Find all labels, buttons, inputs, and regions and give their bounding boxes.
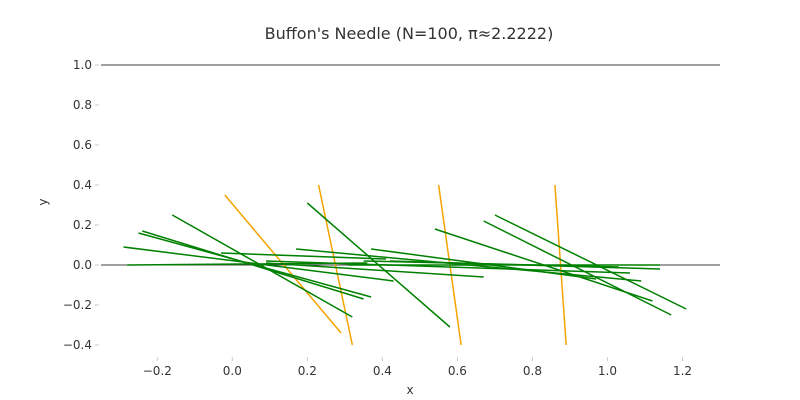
plot-area: [101, 64, 720, 346]
x-tick-label: 0.0: [223, 364, 242, 378]
non-crossing-needle-15: [494, 214, 687, 310]
non-crossing-needle-4: [171, 214, 353, 318]
non-crossing-needle-16: [389, 260, 660, 270]
non-crossing-needle-7: [266, 260, 630, 274]
x-tick-label: 0.2: [298, 364, 317, 378]
y-tick-label: 1.0: [73, 58, 92, 72]
y-tick-label: 0.6: [73, 138, 92, 152]
chart-title: Buffon's Needle (N=100, π≈2.2222): [265, 24, 554, 43]
y-tick-label: 0.4: [73, 178, 92, 192]
x-tick-label: −0.2: [143, 364, 172, 378]
crossing-needle-1: [317, 184, 354, 346]
x-tick-label: 0.6: [448, 364, 467, 378]
x-tick-label: 1.2: [673, 364, 692, 378]
y-tick-label: 0.2: [73, 218, 92, 232]
y-tick-label: −0.2: [63, 298, 92, 312]
y-tick-label: 0.0: [73, 258, 92, 272]
x-axis-label: x: [406, 383, 413, 397]
x-tick-label: 0.8: [523, 364, 542, 378]
non-crossing-needle-2: [142, 230, 364, 300]
non-crossing-needle-14: [483, 220, 672, 316]
non-crossing-needle-6: [266, 262, 484, 278]
y-tick-label: 0.8: [73, 98, 92, 112]
x-tick-label: 0.4: [373, 364, 392, 378]
y-axis: −0.4 −0.2 0.0 0.2 0.4 0.6 0.8 1.0: [63, 58, 99, 352]
y-tick-label: −0.4: [63, 338, 92, 352]
non-crossing-needle-5: [221, 252, 387, 260]
x-axis: −0.2 0.0 0.2 0.4 0.6 0.8 1.0 1.2: [143, 357, 692, 378]
y-axis-label: y: [36, 198, 50, 205]
x-tick-label: 1.0: [598, 364, 617, 378]
